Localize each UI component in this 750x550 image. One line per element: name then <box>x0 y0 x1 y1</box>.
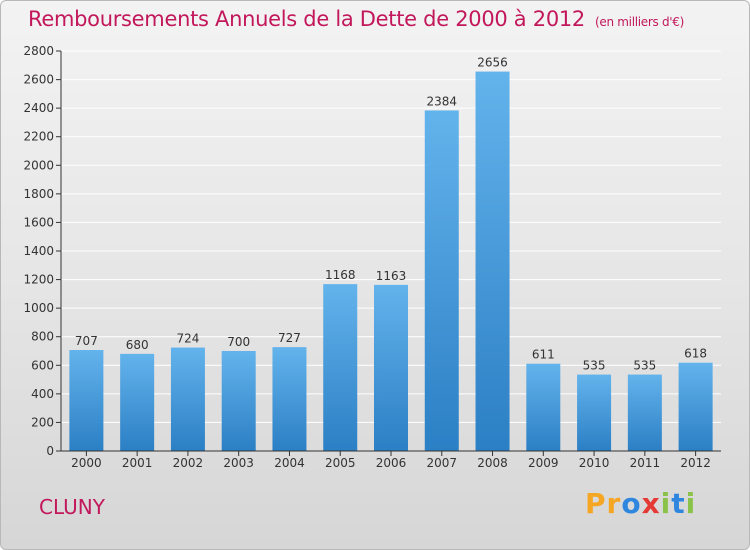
chart-subtitle: (en milliers d'€) <box>595 15 685 29</box>
x-tick-label: 2005 <box>325 456 356 470</box>
labels: 0 200 400 600 800 1000 1200 1400 1600 1800 2000 220… <box>23 44 710 470</box>
bars <box>69 71 713 452</box>
logo-letter: i <box>660 487 672 520</box>
chart-title: Remboursements Annuels de la Dette de 20… <box>28 7 684 31</box>
data-label: 618 <box>684 347 707 361</box>
bar-2010 <box>577 374 612 451</box>
x-tick-label: 2008 <box>477 456 508 470</box>
x-tick-label: 2009 <box>528 456 559 470</box>
data-label: 611 <box>532 348 555 362</box>
city-name: CLUNY <box>39 495 105 519</box>
data-label: 700 <box>227 335 250 349</box>
data-label: 680 <box>126 338 149 352</box>
y-tick-label: 200 <box>31 415 54 429</box>
data-label: 2384 <box>426 94 457 108</box>
x-tick-label: 2002 <box>173 456 204 470</box>
x-tick-label: 2007 <box>426 456 457 470</box>
data-label: 535 <box>633 359 656 373</box>
bar-2000 <box>69 350 104 451</box>
bar-2003 <box>221 351 256 451</box>
y-tick-label: 1400 <box>23 244 54 258</box>
y-tick-label: 1200 <box>23 273 54 287</box>
logo-letter: o <box>621 487 642 520</box>
y-tick-label: 1600 <box>23 215 54 229</box>
x-tick-label: 2001 <box>122 456 153 470</box>
axes <box>56 50 721 456</box>
chart-title-text: Remboursements Annuels de la Dette de 20… <box>28 7 585 31</box>
logo-letter: r <box>606 487 622 520</box>
data-label: 727 <box>278 331 301 345</box>
y-tick-label: 800 <box>31 330 54 344</box>
y-tick-label: 2800 <box>23 44 54 58</box>
bar-2001 <box>120 353 155 451</box>
proxiti-logo: Proxiti <box>585 487 696 520</box>
logo-letter: i <box>685 487 697 520</box>
logo-letter: t <box>671 487 686 520</box>
data-label: 1163 <box>376 269 407 283</box>
bar-2002 <box>170 347 205 451</box>
y-tick-label: 2200 <box>23 130 54 144</box>
data-label: 535 <box>583 359 606 373</box>
y-tick-label: 2600 <box>23 73 54 87</box>
x-tick-label: 2003 <box>223 456 254 470</box>
logo-letter: P <box>585 487 607 520</box>
y-tick-label: 1000 <box>23 301 54 315</box>
logo-letter: x <box>641 487 661 520</box>
x-tick-label: 2012 <box>680 456 711 470</box>
y-tick-label: 600 <box>31 358 54 372</box>
y-tick-label: 2000 <box>23 158 54 172</box>
x-tick-label: 2004 <box>274 456 305 470</box>
bar-2007 <box>424 110 459 451</box>
x-tick-label: 2010 <box>579 456 610 470</box>
y-tick-label: 0 <box>46 444 54 458</box>
bar-2011 <box>627 374 662 451</box>
x-tick-label: 2000 <box>71 456 102 470</box>
bar-2005 <box>323 284 358 451</box>
y-tick-label: 400 <box>31 387 54 401</box>
y-tick-label: 1800 <box>23 187 54 201</box>
bar-2008 <box>475 71 510 452</box>
x-tick-label: 2006 <box>376 456 407 470</box>
data-label: 2656 <box>477 56 508 70</box>
data-label: 707 <box>75 334 98 348</box>
bar-2009 <box>526 363 561 451</box>
data-label: 724 <box>176 332 199 346</box>
bar-2004 <box>272 347 307 451</box>
bar-2006 <box>374 284 408 451</box>
bar-2012 <box>678 362 713 451</box>
x-tick-label: 2011 <box>630 456 661 470</box>
y-tick-label: 2400 <box>23 101 54 115</box>
data-label: 1168 <box>325 268 356 282</box>
